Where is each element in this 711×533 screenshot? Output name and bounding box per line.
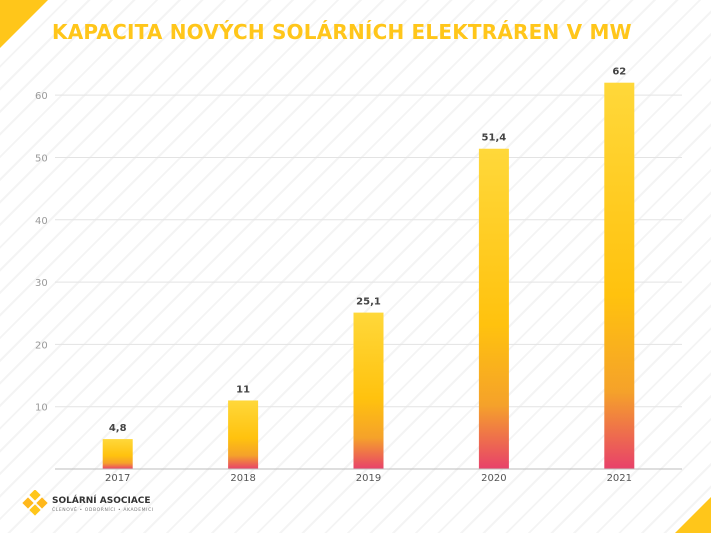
data-label: 51,4 — [482, 133, 507, 144]
x-tick-label: 2020 — [481, 473, 506, 484]
data-label: 62 — [612, 67, 626, 78]
chart-title: KAPACITA NOVÝCH SOLÁRNÍCH ELEKTRÁREN V M… — [52, 20, 632, 44]
x-tick-label: 2021 — [607, 473, 632, 484]
bar-2018 — [228, 400, 259, 469]
y-tick-label: 10 — [35, 403, 48, 414]
data-labels: 4,8 11 25,1 51,4 62 — [109, 67, 626, 434]
corner-accent-top-left — [0, 0, 48, 48]
bars — [102, 82, 635, 469]
corner-accent-bottom-right — [675, 497, 711, 533]
y-tick-label: 30 — [35, 278, 48, 289]
x-tick-label: 2018 — [230, 473, 255, 484]
gridlines — [55, 94, 682, 408]
solar-association-logo-icon — [22, 490, 48, 516]
y-axis-ticks: 10 20 30 40 50 60 — [35, 91, 48, 414]
data-label: 4,8 — [109, 423, 127, 434]
data-label: 25,1 — [356, 297, 381, 308]
y-tick-label: 60 — [35, 91, 48, 102]
logo-tagline: ČLENOVÉ • ODBORNÍCI • AKADEMICI — [52, 508, 154, 513]
logo-name: SOLÁRNÍ ASOCIACE — [52, 496, 151, 506]
x-tick-label: 2019 — [356, 473, 381, 484]
data-label: 11 — [236, 384, 250, 395]
bar-2020 — [478, 148, 509, 469]
y-tick-label: 40 — [35, 216, 48, 227]
y-tick-label: 20 — [35, 340, 48, 351]
x-axis-ticks: 2017 2018 2019 2020 2021 — [105, 473, 632, 484]
bar-2017 — [102, 439, 133, 469]
bar-2021 — [604, 82, 635, 469]
y-tick-label: 50 — [35, 153, 48, 164]
bar-2019 — [353, 312, 384, 469]
x-tick-label: 2017 — [105, 473, 130, 484]
